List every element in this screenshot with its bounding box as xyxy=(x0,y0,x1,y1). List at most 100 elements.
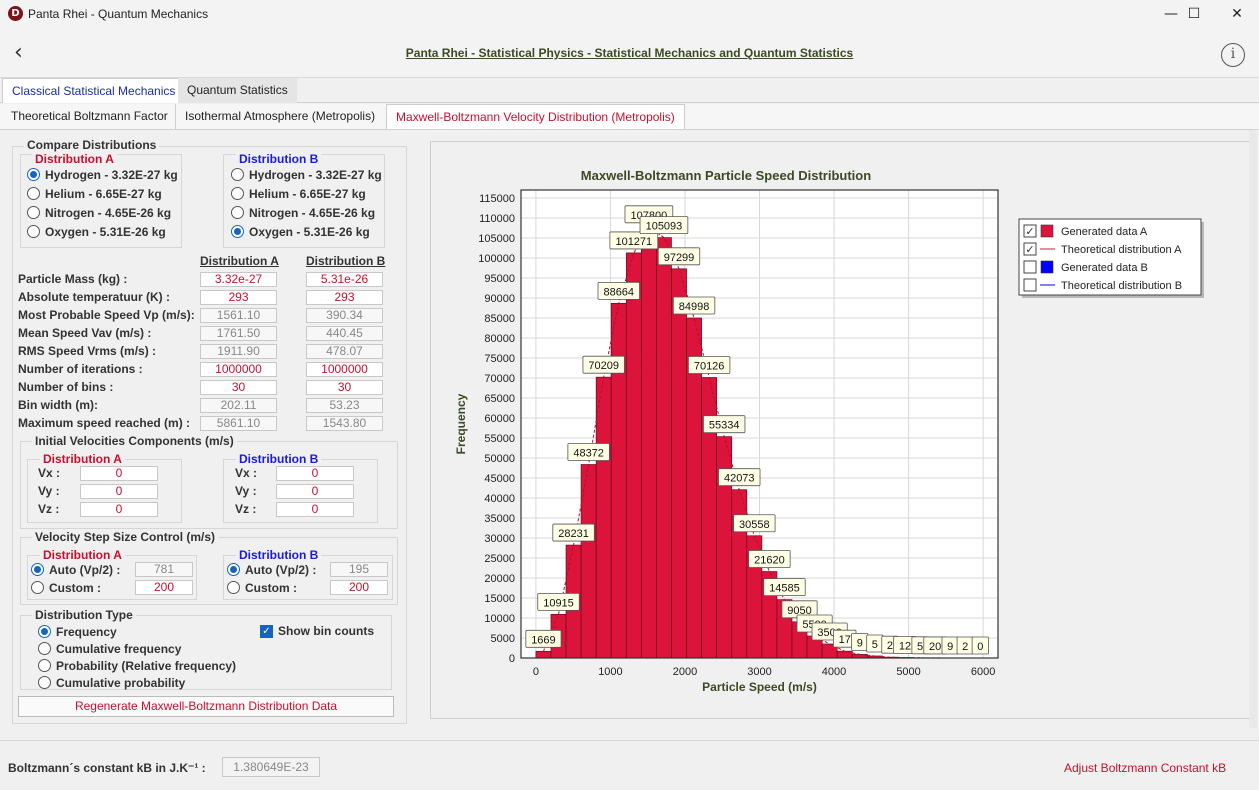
param-label: Bin width (m): xyxy=(18,398,98,412)
param-b-value[interactable]: 5.31e-26 xyxy=(306,272,383,287)
vertical-scrollbar[interactable] xyxy=(1249,130,1257,728)
y-tick-label: 55000 xyxy=(484,433,515,445)
y-tick-label: 105000 xyxy=(478,233,515,245)
bin-count-label-box xyxy=(763,578,806,597)
minimize-button[interactable]: — xyxy=(1164,6,1178,22)
radio-a-nitrogen[interactable]: Nitrogen - 4.65E-26 kg xyxy=(27,205,171,221)
initial-velocities-title: Initial Velocities Components (m/s) xyxy=(32,434,237,448)
bin-count-label: 84998 xyxy=(679,301,710,313)
y-tick-label: 20000 xyxy=(484,573,515,585)
param-a-value[interactable]: 3.32e-27 xyxy=(200,272,277,287)
step-a-custom-input[interactable]: 200 xyxy=(135,580,193,595)
y-tick-label: 50000 xyxy=(484,453,515,465)
x-axis-label: Particle Speed (m/s) xyxy=(702,680,817,694)
info-icon[interactable]: i xyxy=(1221,43,1245,67)
vy-b-label: Vy : xyxy=(235,484,257,498)
legend-swatch xyxy=(1040,260,1054,274)
bin-count-label: 48372 xyxy=(573,448,604,460)
close-button[interactable]: ✕ xyxy=(1231,6,1243,22)
dtype-probability-radio[interactable]: Probability (Relative frequency) xyxy=(38,658,236,674)
tab-classical-statistical-mechanics[interactable]: Classical Statistical Mechanics xyxy=(2,78,186,103)
step-b-label: Distribution B xyxy=(236,548,322,562)
bin-count-label: 55334 xyxy=(709,420,740,432)
show-bin-counts-checkbox[interactable]: ✓ xyxy=(260,625,273,638)
regenerate-button[interactable]: Regenerate Maxwell-Boltzmann Distributio… xyxy=(18,696,394,717)
legend-check-mark: ✓ xyxy=(1025,226,1034,238)
bin-count-label-box xyxy=(582,355,625,374)
step-a-label: Distribution A xyxy=(40,548,125,562)
param-a-value[interactable]: 1000000 xyxy=(200,362,277,377)
param-a-value[interactable]: 30 xyxy=(200,380,277,395)
radio-a-oxygen[interactable]: Oxygen - 5.31E-26 kg xyxy=(27,224,166,240)
bin-count-label: 28231 xyxy=(558,528,589,540)
vy-a-input[interactable]: 0 xyxy=(80,484,158,499)
radio-b-nitrogen[interactable]: Nitrogen - 4.65E-26 kg xyxy=(231,205,375,221)
kb-value: 1.380649E-23 xyxy=(222,757,320,777)
radio-b-oxygen[interactable]: Oxygen - 5.31E-26 kg xyxy=(231,224,370,240)
step-a-custom-radio[interactable]: Custom : xyxy=(31,580,101,596)
bin-count-label-box xyxy=(537,592,580,611)
show-bin-counts-label: Show bin counts xyxy=(278,624,374,638)
adjust-kb-link[interactable]: Adjust Boltzmann Constant kB xyxy=(1064,761,1227,775)
param-a-value: 202.11 xyxy=(200,398,277,413)
bin-count-label: 42073 xyxy=(724,473,755,485)
kb-label: Boltzmann´s constant kB in J.K⁻¹ : xyxy=(8,761,206,775)
bin-count-label-box xyxy=(567,443,610,461)
legend-entry: Generated data A xyxy=(1061,226,1148,238)
y-tick-label: 25000 xyxy=(484,553,515,565)
tab-isothermal-atmosphere[interactable]: Isothermal Atmosphere (Metropolis) xyxy=(175,104,384,129)
param-b-value[interactable]: 293 xyxy=(306,290,383,305)
vz-a-input[interactable]: 0 xyxy=(80,502,158,517)
legend-checkbox xyxy=(1023,224,1037,238)
y-tick-label: 75000 xyxy=(484,353,515,365)
bin-count-label: 12 xyxy=(899,641,911,653)
chart-title: Maxwell-Boltzmann Particle Speed Distrib… xyxy=(581,168,871,183)
tab-maxwell-boltzmann[interactable]: Maxwell-Boltzmann Velocity Distribution … xyxy=(386,104,685,129)
sub-tabs: Theoretical Boltzmann Factor Isothermal … xyxy=(0,104,1259,130)
param-label: Absolute temperatuur (K) : xyxy=(18,290,171,304)
radio-b-hydrogen[interactable]: Hydrogen - 3.32E-27 kg xyxy=(231,167,382,183)
init-a-label: Distribution A xyxy=(40,452,125,466)
vz-b-input[interactable]: 0 xyxy=(276,502,354,517)
x-tick-label: 0 xyxy=(533,666,539,678)
bin-count-label-box xyxy=(672,296,716,315)
maximize-button[interactable]: ☐ xyxy=(1187,6,1201,22)
bin-count-label: 88664 xyxy=(603,286,634,298)
param-label: Number of bins : xyxy=(18,380,114,394)
param-b-value[interactable]: 30 xyxy=(306,380,383,395)
param-b-value[interactable]: 1000000 xyxy=(306,362,383,377)
y-tick-label: 5000 xyxy=(491,633,515,645)
bin-count-label: 0 xyxy=(977,641,983,653)
vy-b-input[interactable]: 0 xyxy=(276,484,354,499)
radio-a-hydrogen[interactable]: Hydrogen - 3.32E-27 kg xyxy=(27,167,178,183)
bin-count-label-box xyxy=(552,523,595,542)
param-b-value: 53.23 xyxy=(306,398,383,413)
step-b-custom-radio[interactable]: Custom : xyxy=(227,580,297,596)
back-arrow-icon[interactable]: ‹ xyxy=(14,40,23,65)
dtype-frequency-radio[interactable]: Frequency xyxy=(38,624,117,640)
y-tick-label: 90000 xyxy=(484,293,515,305)
legend-checkbox xyxy=(1023,242,1037,256)
radio-b-helium[interactable]: Helium - 6.65E-27 kg xyxy=(231,186,366,202)
tab-quantum-statistics[interactable]: Quantum Statistics xyxy=(178,78,297,103)
histogram-bar xyxy=(625,252,642,659)
histogram-bar xyxy=(641,226,657,659)
param-a-value[interactable]: 293 xyxy=(200,290,277,305)
radio-a-helium[interactable]: Helium - 6.65E-27 kg xyxy=(27,186,162,202)
step-a-auto-radio[interactable]: Auto (Vp/2) : xyxy=(31,562,120,578)
step-b-auto-radio[interactable]: Auto (Vp/2) : xyxy=(227,562,316,578)
step-b-custom-input[interactable]: 200 xyxy=(330,580,388,595)
y-tick-label: 100000 xyxy=(478,253,515,265)
y-tick-label: 85000 xyxy=(484,313,515,325)
bin-count-label-box xyxy=(525,629,562,648)
bin-count-label-box xyxy=(609,231,659,250)
dtype-cumulative-probability-radio[interactable]: Cumulative probability xyxy=(38,675,185,691)
vx-b-input[interactable]: 0 xyxy=(276,466,354,481)
bin-count-label: 5 xyxy=(917,641,923,653)
y-tick-label: 70000 xyxy=(484,373,515,385)
y-tick-label: 35000 xyxy=(484,513,515,525)
param-a-value: 1561.10 xyxy=(200,308,277,323)
tab-theoretical-boltzmann-factor[interactable]: Theoretical Boltzmann Factor xyxy=(11,109,168,123)
dtype-cumulative-frequency-radio[interactable]: Cumulative frequency xyxy=(38,641,181,657)
vx-a-input[interactable]: 0 xyxy=(80,466,158,481)
